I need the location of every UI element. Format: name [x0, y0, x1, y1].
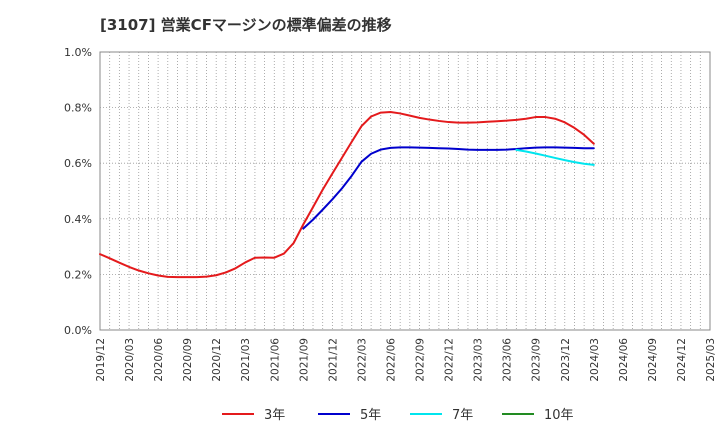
- x-tick-label: 2021/09: [298, 338, 310, 382]
- x-tick-label: 2020/06: [153, 338, 165, 382]
- y-tick-label: 0.4%: [64, 213, 92, 226]
- x-tick-label: 2021/06: [269, 338, 281, 382]
- y-axis-ticks: 0.0% 0.2% 0.4% 0.6% 0.8% 1.0%: [64, 46, 92, 337]
- x-tick-label: 2020/12: [211, 338, 223, 382]
- x-tick-label: 2019/12: [95, 338, 107, 382]
- y-tick-label: 1.0%: [64, 46, 92, 59]
- x-tick-label: 2024/12: [676, 338, 688, 382]
- y-tick-label: 0.0%: [64, 324, 92, 337]
- legend-label-10年: 10年: [544, 408, 574, 423]
- series-line-3年: [99, 111, 595, 279]
- x-tick-label: 2020/09: [182, 338, 194, 382]
- x-tick-label: 2024/06: [618, 338, 630, 382]
- plot-area: [99, 51, 711, 331]
- legend-label-3年: 3年: [264, 408, 285, 423]
- x-tick-label: 2020/03: [124, 338, 136, 382]
- x-tick-label: 2021/12: [327, 338, 339, 382]
- x-axis-ticks: 2019/12 2020/03 2020/06 2020/09 2020/12 2021/…: [95, 338, 717, 382]
- series-lines: [99, 111, 595, 279]
- y-tick-label: 0.2%: [64, 268, 92, 281]
- x-tick-label: 2024/03: [589, 338, 601, 382]
- x-tick-label: 2023/09: [531, 338, 543, 382]
- chart-title: [3107] 営業CFマージンの標準偏差の推移: [100, 16, 392, 34]
- x-tick-label: 2022/09: [415, 338, 427, 382]
- x-tick-label: 2023/12: [560, 338, 572, 382]
- x-tick-label: 2024/09: [647, 338, 659, 382]
- legend-label-5年: 5年: [360, 408, 381, 423]
- series-line-7年: [515, 148, 595, 166]
- x-tick-label: 2022/12: [444, 338, 456, 382]
- x-tick-label: 2021/03: [240, 338, 252, 382]
- legend: 3年 5年 7年 10年: [222, 408, 574, 423]
- series-line-5年: [302, 146, 595, 230]
- x-tick-label: 2025/03: [705, 338, 717, 382]
- grid-lines: [100, 52, 710, 330]
- x-tick-label: 2023/06: [502, 338, 514, 382]
- x-tick-label: 2022/03: [356, 338, 368, 382]
- y-tick-label: 0.6%: [64, 157, 92, 170]
- y-tick-label: 0.8%: [64, 102, 92, 115]
- legend-label-7年: 7年: [452, 408, 473, 423]
- x-tick-label: 2022/06: [385, 338, 397, 382]
- x-tick-label: 2023/03: [473, 338, 485, 382]
